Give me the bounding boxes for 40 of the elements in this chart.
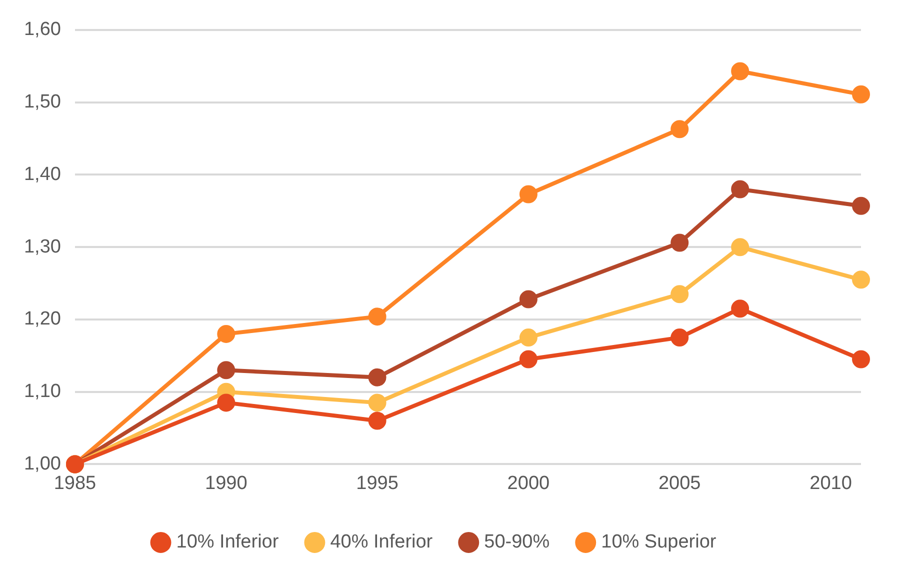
point bbox=[852, 350, 870, 368]
point bbox=[217, 324, 236, 343]
point bbox=[368, 368, 386, 386]
y-tick-label: 1,20 bbox=[24, 308, 61, 330]
point bbox=[731, 62, 750, 80]
point bbox=[217, 361, 236, 380]
x-tick-label: 1995 bbox=[356, 472, 398, 494]
y-tick-label: 1,60 bbox=[24, 19, 61, 40]
y-tick-label: 1,40 bbox=[24, 164, 61, 185]
x-tick-label: 2000 bbox=[507, 472, 550, 494]
legend-label: 10% Inferior bbox=[176, 532, 280, 553]
x-tick-label: 2005 bbox=[658, 472, 701, 494]
point bbox=[519, 328, 538, 347]
y-tick-label: 1,30 bbox=[24, 236, 61, 258]
point bbox=[670, 120, 689, 138]
point bbox=[368, 412, 386, 430]
point bbox=[217, 394, 236, 412]
point bbox=[670, 234, 689, 252]
point bbox=[368, 308, 386, 326]
y-tick-label: 1,10 bbox=[24, 381, 61, 402]
x-tick-label: 1990 bbox=[204, 472, 248, 494]
point bbox=[852, 85, 870, 104]
point bbox=[852, 196, 870, 215]
point bbox=[519, 185, 538, 204]
y-tick-label: 1,50 bbox=[24, 92, 61, 113]
x-tick-label: 1985 bbox=[54, 472, 96, 494]
point bbox=[670, 328, 689, 347]
point bbox=[368, 394, 386, 412]
point bbox=[731, 180, 750, 198]
point bbox=[852, 270, 870, 289]
point bbox=[519, 290, 538, 308]
legend-label: 40% Inferior bbox=[330, 532, 434, 553]
legend-label: 50-90% bbox=[484, 532, 550, 553]
x-tick-label: 2010 bbox=[810, 472, 852, 494]
point bbox=[731, 238, 750, 256]
point bbox=[670, 285, 689, 304]
legend-label: 10% Superior bbox=[601, 532, 717, 553]
point bbox=[519, 350, 538, 368]
point bbox=[731, 300, 750, 318]
y-tick-label: 1,00 bbox=[24, 453, 61, 474]
